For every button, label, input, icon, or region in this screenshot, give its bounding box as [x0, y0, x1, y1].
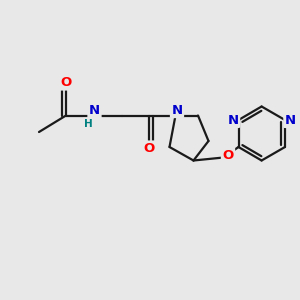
Text: N: N — [285, 113, 296, 127]
Text: N: N — [89, 104, 100, 118]
Text: N: N — [171, 103, 183, 117]
Text: H: H — [83, 119, 92, 129]
Text: N: N — [227, 113, 239, 127]
Text: O: O — [143, 142, 154, 155]
Text: O: O — [60, 76, 72, 89]
Text: O: O — [222, 148, 234, 162]
